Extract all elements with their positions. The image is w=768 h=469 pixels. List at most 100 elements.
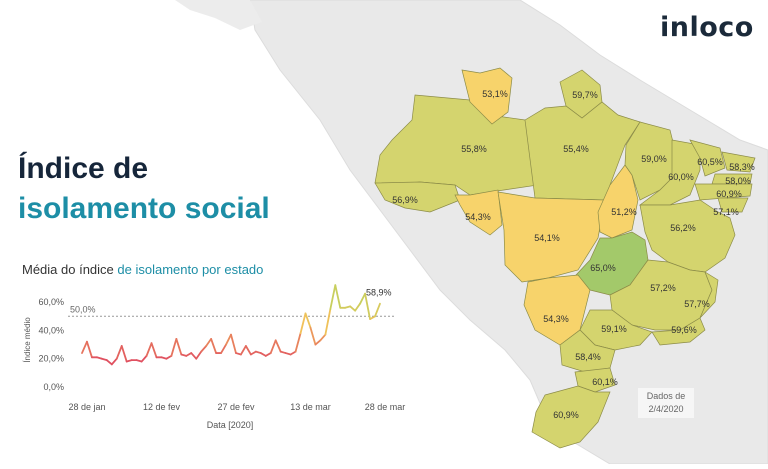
label-BA: 56,2%: [670, 223, 696, 233]
series-segment: [220, 343, 227, 354]
series-segment: [175, 338, 183, 356]
series-segment: [240, 345, 247, 356]
map-value-labels: 53,1% 59,7% 55,8% 55,4% 59,0% 60,5% 58,3…: [392, 89, 755, 420]
series-segment: [359, 292, 367, 305]
series-segment: [105, 359, 113, 366]
series-segment: [349, 305, 357, 312]
state-BA[interactable]: [639, 199, 736, 273]
series-segment: [244, 345, 252, 356]
series-segment: [190, 352, 198, 360]
series-segment: [200, 345, 208, 353]
state-AL[interactable]: [717, 197, 749, 213]
series-segment: [110, 357, 118, 366]
series-segment: [369, 315, 376, 321]
y-tick-label: 0,0%: [43, 382, 64, 392]
y-tick-label: 60,0%: [38, 297, 64, 307]
series-segment: [294, 332, 302, 353]
state-RR[interactable]: [461, 67, 513, 125]
series-segment: [115, 345, 123, 360]
chart-subtitle: Média do índice de isolamento por estado: [22, 262, 263, 277]
series-line: [81, 284, 381, 366]
label-MS: 54,3%: [543, 314, 569, 324]
label-SP: 59,1%: [601, 324, 627, 334]
series-segment: [120, 345, 128, 363]
page-title-line1: Índice de: [18, 152, 149, 185]
state-MT[interactable]: [497, 191, 606, 283]
label-PA: 55,4%: [563, 144, 589, 154]
data-note-line1: Dados de: [646, 391, 686, 401]
series-segment: [150, 342, 158, 359]
y-tick-label: 40,0%: [38, 325, 64, 335]
label-RS: 60,9%: [553, 410, 579, 420]
state-AC[interactable]: [374, 181, 461, 213]
state-CE[interactable]: [689, 139, 726, 177]
label-PE: 60,9%: [716, 189, 742, 199]
series-segment: [259, 352, 267, 357]
brazil-states: [374, 67, 756, 449]
series-segment: [205, 338, 213, 347]
y-axis-ticks: 0,0% 20,0% 40,0% 60,0%: [38, 297, 64, 392]
series-segment: [185, 352, 193, 357]
state-ES[interactable]: [699, 271, 719, 319]
label-ES: 57,7%: [684, 299, 710, 309]
series-segment: [170, 338, 178, 357]
label-CE: 60,5%: [697, 157, 723, 167]
series-segment: [86, 340, 93, 359]
reference-label: 50,0%: [70, 304, 96, 314]
state-RS[interactable]: [531, 385, 611, 449]
series-segment: [329, 284, 337, 311]
label-RO: 54,3%: [465, 212, 491, 222]
series-segment: [299, 312, 307, 335]
x-axis-ticks: 28 de jan 12 de fev 27 de fev 13 de mar 28 d…: [68, 402, 405, 412]
y-tick-label: 20,0%: [38, 354, 64, 364]
series-segment: [145, 342, 153, 357]
series-segment: [230, 333, 237, 354]
x-tick-label: 28 de mar: [365, 402, 406, 412]
label-AP: 59,7%: [572, 90, 598, 100]
state-PR[interactable]: [559, 329, 616, 373]
data-date-note: Dados de 2/4/2020: [638, 388, 694, 418]
isolation-line-chart: 0,0% 20,0% 40,0% 60,0% 50,0% 58,9% 28 de ja…: [23, 284, 405, 430]
x-tick-label: 13 de mar: [290, 402, 331, 412]
state-SC[interactable]: [574, 367, 616, 393]
series-segment: [81, 340, 88, 354]
series-segment: [314, 339, 322, 346]
x-tick-label: 27 de fev: [217, 402, 255, 412]
state-PE[interactable]: [694, 183, 753, 201]
label-PB: 58,0%: [725, 176, 751, 186]
series-segment: [264, 352, 272, 357]
state-RJ[interactable]: [651, 317, 706, 346]
series-segment: [195, 350, 203, 360]
label-PR: 58,4%: [575, 352, 601, 362]
state-RO[interactable]: [454, 189, 503, 236]
x-tick-label: 12 de fev: [143, 402, 181, 412]
series-segment: [324, 308, 332, 336]
page-title-line2: isolamento social: [18, 192, 270, 225]
series-segment: [354, 302, 362, 312]
series-segment: [334, 284, 342, 309]
series-segment: [289, 350, 297, 356]
series-segment: [210, 338, 218, 354]
central-america-landmass: [175, 0, 262, 30]
series-segment: [269, 339, 277, 354]
series-segment: [225, 333, 232, 346]
label-AL: 57,1%: [713, 207, 739, 217]
label-MA: 59,0%: [641, 154, 667, 164]
inloco-logo: inloco: [660, 12, 754, 43]
state-RN[interactable]: [721, 151, 756, 173]
series-segment: [319, 333, 327, 342]
label-AC: 56,9%: [392, 195, 418, 205]
label-MG: 57,2%: [650, 283, 676, 293]
series-segment: [309, 326, 317, 346]
chart-subtitle-part1: Média do índice: [22, 262, 118, 277]
series-segment: [249, 350, 257, 356]
label-RR: 53,1%: [482, 89, 508, 99]
data-note-line2: 2/4/2020: [648, 404, 684, 414]
series-segment: [274, 339, 282, 353]
label-GO: 65,0%: [590, 263, 616, 273]
label-RJ: 59,6%: [671, 325, 697, 335]
label-PI: 60,0%: [668, 172, 694, 182]
series-segment: [165, 354, 173, 360]
series-segment: [304, 312, 312, 329]
